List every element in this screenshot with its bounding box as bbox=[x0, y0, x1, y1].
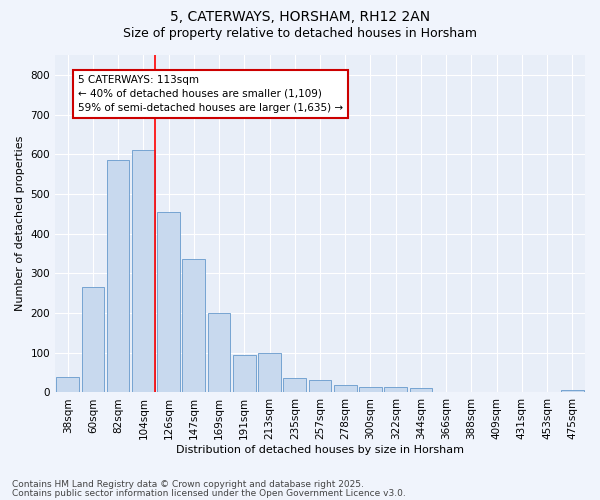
Text: 5 CATERWAYS: 113sqm
← 40% of detached houses are smaller (1,109)
59% of semi-det: 5 CATERWAYS: 113sqm ← 40% of detached ho… bbox=[78, 75, 343, 113]
Bar bbox=[334, 384, 356, 392]
Text: Contains HM Land Registry data © Crown copyright and database right 2025.: Contains HM Land Registry data © Crown c… bbox=[12, 480, 364, 489]
Y-axis label: Number of detached properties: Number of detached properties bbox=[15, 136, 25, 312]
Text: Size of property relative to detached houses in Horsham: Size of property relative to detached ho… bbox=[123, 28, 477, 40]
Bar bbox=[410, 388, 433, 392]
Text: Contains public sector information licensed under the Open Government Licence v3: Contains public sector information licen… bbox=[12, 488, 406, 498]
Bar bbox=[308, 380, 331, 392]
Bar bbox=[233, 354, 256, 393]
Bar bbox=[561, 390, 584, 392]
Bar bbox=[359, 386, 382, 392]
Bar bbox=[82, 288, 104, 393]
Bar bbox=[107, 160, 130, 392]
Bar bbox=[132, 150, 155, 392]
Bar bbox=[208, 313, 230, 392]
Bar bbox=[283, 378, 306, 392]
Bar bbox=[157, 212, 180, 392]
X-axis label: Distribution of detached houses by size in Horsham: Distribution of detached houses by size … bbox=[176, 445, 464, 455]
Bar bbox=[56, 376, 79, 392]
Bar bbox=[258, 353, 281, 393]
Text: 5, CATERWAYS, HORSHAM, RH12 2AN: 5, CATERWAYS, HORSHAM, RH12 2AN bbox=[170, 10, 430, 24]
Bar bbox=[385, 386, 407, 392]
Bar bbox=[182, 260, 205, 392]
